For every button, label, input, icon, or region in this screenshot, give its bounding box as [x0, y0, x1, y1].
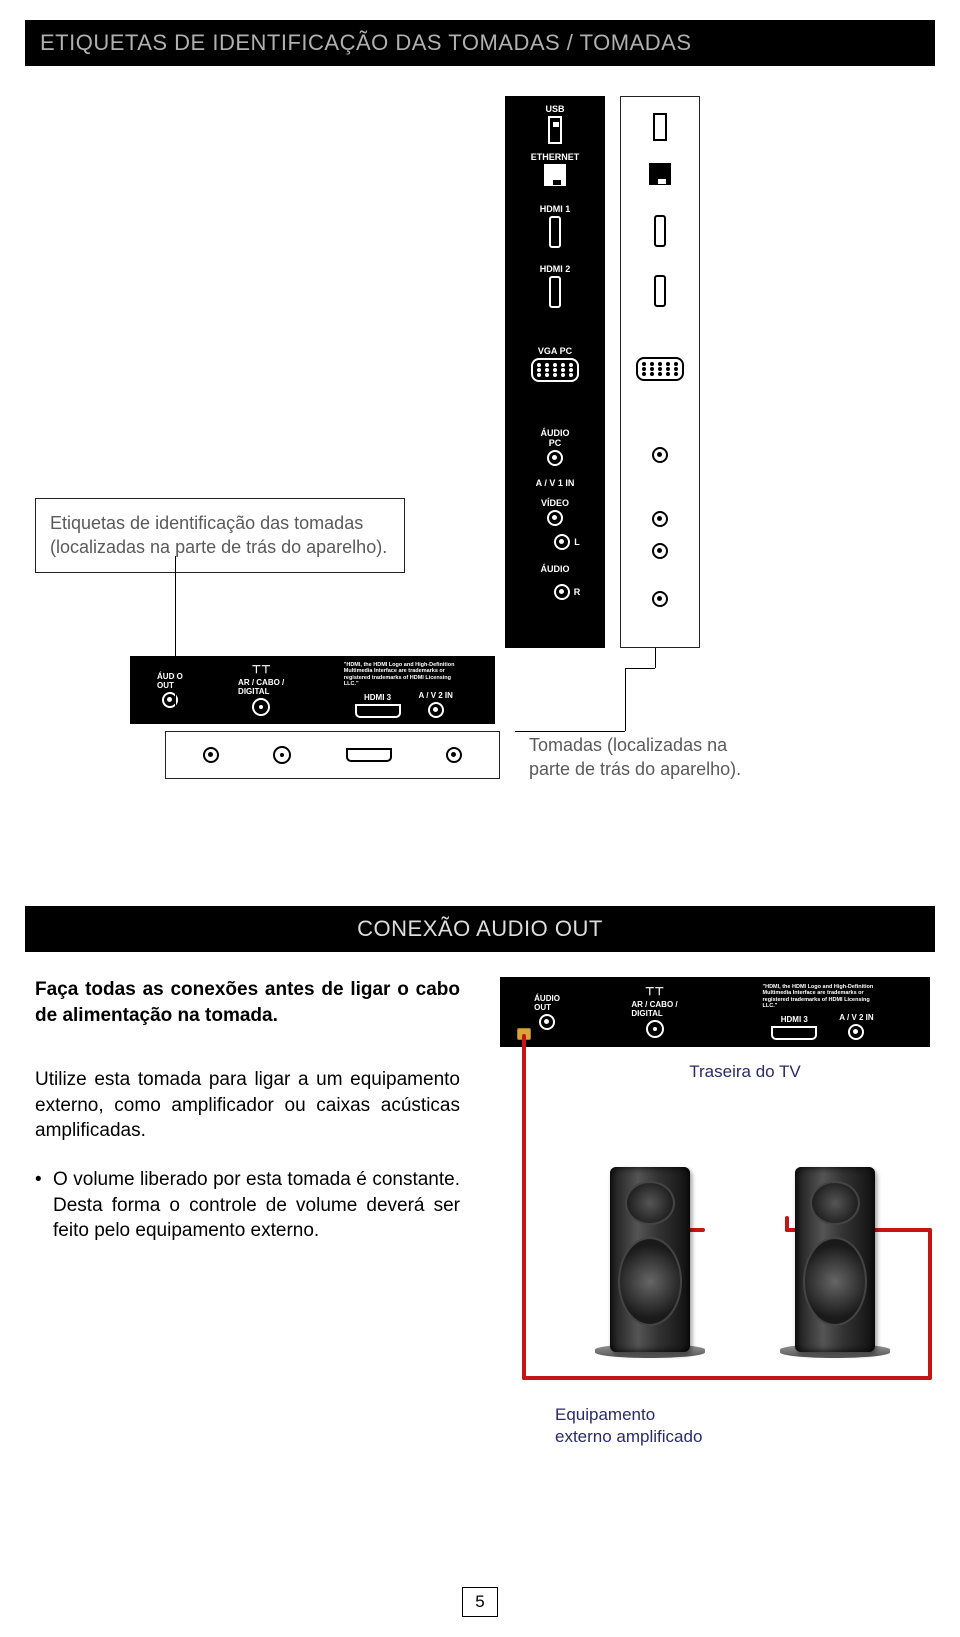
hdmi1-socket-icon [654, 215, 666, 247]
cable-segment [928, 1228, 932, 1380]
port-label-video: VÍDEO [505, 498, 605, 508]
cable-segment [522, 1060, 526, 1380]
audio-r-port-icon [554, 584, 570, 600]
hdmi3-port-icon [355, 704, 401, 718]
ethernet-port-icon [544, 164, 566, 186]
port-label-hdmi3: HDMI 3 [364, 693, 391, 702]
rear-panel-vertical-labels: USB ETHERNET HDMI 1 HDMI 2 VGA PC ÁUDIO … [505, 96, 605, 648]
instruction-bold: Faça todas as conexões antes de ligar o … [35, 977, 460, 1028]
usb-port-icon [548, 116, 562, 144]
coax-port-icon [252, 698, 270, 716]
vga-port-icon [531, 358, 579, 382]
audio-out-port-icon-2 [539, 1014, 555, 1030]
speaker-left-icon [610, 1167, 690, 1352]
audio-l-port-icon [554, 534, 570, 550]
audio-r-socket-icon [652, 591, 668, 607]
label-traseira: Traseira do TV [565, 1062, 925, 1082]
port-label-audio-pc: ÁUDIO PC [505, 428, 605, 448]
rear-panel-vertical-sockets [620, 96, 700, 648]
instruction-para2: Utilize esta tomada para ligar a um equi… [35, 1067, 460, 1144]
connector-line [625, 668, 655, 669]
hdmi3-socket-icon [346, 748, 392, 762]
port-label-ar-cabo-2: AR / CABO / DIGITAL [631, 1000, 677, 1018]
callout-tomadas-line2: parte de trás do aparelho). [529, 759, 741, 779]
port-label-vga: VGA PC [505, 346, 605, 356]
coax-port-icon-2 [646, 1020, 664, 1038]
port-label-audio: ÁUDIO [505, 564, 605, 574]
rear-panel-horizontal-labels: ÁUDIO OUT ⊤⊤ AR / CABO / DIGITAL "HDMI, … [130, 656, 495, 724]
callout-etiquetas-line2: (localizadas na parte de trás do aparelh… [50, 537, 387, 557]
audio-l-socket-icon [652, 543, 668, 559]
connector-line [175, 556, 176, 706]
hdmi-fine-print-2: "HDMI, the HDMI Logo and High-Definition… [763, 984, 883, 1008]
label-equipamento: Equipamento externo amplificado [555, 1404, 702, 1448]
antenna-icon-2: ⊤⊤ [645, 987, 664, 998]
port-label-av2in-2: A / V 2 IN [839, 1013, 873, 1022]
top-diagram-section: USB ETHERNET HDMI 1 HDMI 2 VGA PC ÁUDIO … [25, 86, 935, 906]
callout-tomadas-line1: Tomadas (localizadas na [529, 735, 727, 755]
usb-socket-icon [653, 113, 667, 141]
audio-pc-port-icon [547, 450, 563, 466]
connector-line [515, 731, 625, 732]
port-label-l: L [574, 537, 580, 547]
av2in-port-icon-2 [848, 1024, 864, 1040]
port-label-hdmi1: HDMI 1 [505, 204, 605, 214]
callout-etiquetas-line1: Etiquetas de identificação das tomadas [50, 513, 363, 533]
port-label-audio-out: ÁUDIO OUT [157, 672, 183, 690]
tv-rear-panel-strip: ÁUDIO OUT ⊤⊤ AR / CABO / DIGITAL "HDMI, … [500, 977, 930, 1047]
connector-line [625, 668, 626, 731]
connector-line [655, 648, 656, 668]
antenna-icon: ⊤⊤ [252, 665, 271, 676]
vga-socket-icon [636, 357, 684, 381]
video-socket-icon [652, 511, 668, 527]
speaker-diagram: Traseira do TV [565, 1062, 925, 1397]
hdmi3-port-icon-2 [771, 1026, 817, 1040]
audio-pc-socket-icon [652, 447, 668, 463]
instruction-bullet: O volume liberado por esta tomada é cons… [35, 1167, 460, 1244]
rear-panel-horizontal-sockets [165, 731, 500, 779]
section-header-conexao: CONEXÃO AUDIO OUT [25, 906, 935, 952]
speaker-right-icon [795, 1167, 875, 1352]
hdmi1-port-icon [549, 216, 561, 248]
page-number: 5 [462, 1587, 498, 1617]
port-label-av1in: A / V 1 IN [505, 478, 605, 488]
av2in-socket-icon [446, 747, 462, 763]
connection-diagram-section: Faça todas as conexões antes de ligar o … [25, 972, 935, 1562]
hdmi2-port-icon [549, 276, 561, 308]
coax-socket-icon [273, 746, 291, 764]
port-label-hdmi2: HDMI 2 [505, 264, 605, 274]
port-label-hdmi3-2: HDMI 3 [781, 1015, 808, 1024]
callout-etiquetas: Etiquetas de identificação das tomadas (… [35, 498, 405, 573]
audio-out-socket-icon [203, 747, 219, 763]
hdmi-fine-print: "HDMI, the HDMI Logo and High-Definition… [344, 662, 464, 686]
port-label-ethernet: ETHERNET [505, 152, 605, 162]
port-label-av2in: A / V 2 IN [419, 691, 453, 700]
port-label-ar-cabo: AR / CABO / DIGITAL [238, 678, 284, 696]
section-header-etiquetas: ETIQUETAS DE IDENTIFICAÇÃO DAS TOMADAS /… [25, 20, 935, 66]
hdmi2-socket-icon [654, 275, 666, 307]
video-port-icon [547, 510, 563, 526]
port-label-r: R [574, 587, 581, 597]
port-label-audio-out-2: ÁUDIO OUT [534, 994, 560, 1012]
av2in-port-icon [428, 702, 444, 718]
port-label-usb: USB [505, 104, 605, 114]
ethernet-socket-icon [649, 163, 671, 185]
